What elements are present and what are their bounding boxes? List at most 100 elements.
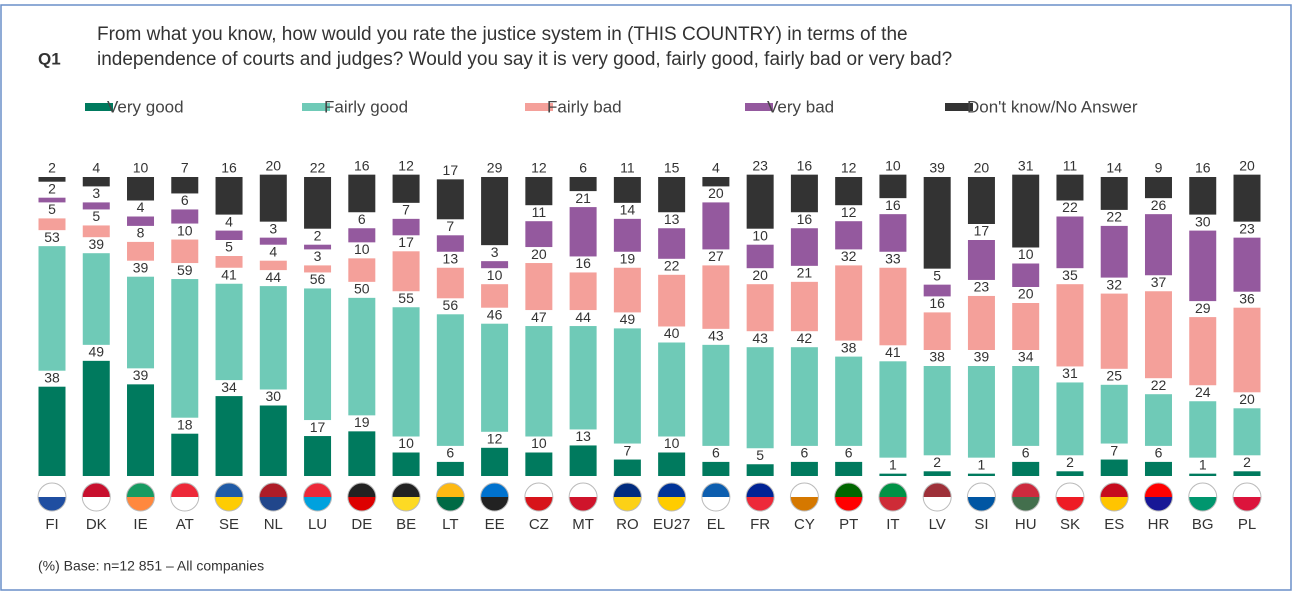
bar-segment	[1100, 225, 1128, 278]
flag-outline	[391, 482, 421, 512]
value-label: 16	[354, 157, 370, 173]
flag-top	[436, 483, 465, 497]
bar-segment	[1100, 177, 1128, 210]
value-label: 56	[443, 297, 459, 313]
flag-bottom	[480, 497, 509, 511]
flag-top	[1144, 483, 1173, 497]
bar-segment	[525, 263, 553, 311]
x-tick-label: SK	[1060, 516, 1080, 533]
bar-segment	[1144, 177, 1172, 199]
bar-segment	[215, 256, 243, 268]
flag-bottom	[878, 497, 907, 511]
bar-segment	[259, 237, 287, 245]
flag-outline	[37, 482, 67, 512]
value-label: 26	[1151, 197, 1167, 213]
value-label: 10	[1018, 246, 1034, 262]
value-label: 22	[1062, 199, 1078, 215]
bar-segment	[171, 239, 199, 264]
value-label: 3	[491, 244, 499, 260]
value-label: 47	[531, 309, 547, 325]
bar-segment	[967, 295, 995, 350]
value-label: 23	[974, 279, 990, 295]
bar-segment	[259, 286, 287, 390]
flag-top	[347, 483, 376, 497]
legend-swatch	[85, 103, 113, 111]
value-label: 12	[398, 157, 414, 173]
bar-segment	[569, 445, 597, 476]
x-tick-label: SI	[974, 516, 988, 533]
flag-outline	[657, 482, 687, 512]
bar-segment	[82, 202, 110, 210]
bar-segment	[746, 347, 774, 449]
bar-segment	[481, 447, 509, 476]
value-label: 20	[1239, 157, 1255, 173]
bar-segment	[348, 258, 376, 282]
value-label: 9	[1155, 160, 1163, 176]
value-label: 55	[398, 290, 414, 306]
bar-segment	[304, 265, 332, 273]
bar-segment	[1233, 174, 1261, 222]
x-tick-label: DE	[351, 516, 372, 533]
x-tick-label: EU27	[653, 516, 691, 533]
bar-segment	[481, 261, 509, 269]
bar-segment	[82, 225, 110, 238]
flag-bottom	[1144, 497, 1173, 511]
x-tick-label: FR	[750, 516, 770, 533]
value-label: 23	[1239, 220, 1255, 236]
bar-segment	[82, 360, 110, 476]
x-tick-label: CY	[794, 516, 815, 533]
value-label: 22	[1106, 209, 1122, 225]
value-label: 6	[181, 192, 189, 208]
value-label: 6	[579, 160, 587, 176]
value-label: 2	[1243, 454, 1251, 470]
bar-segment	[525, 221, 553, 248]
value-label: 22	[664, 258, 680, 274]
bar-segment	[127, 276, 155, 369]
x-tick-label: IT	[886, 516, 899, 533]
value-label: 10	[664, 435, 680, 451]
bar-segment	[1189, 317, 1217, 386]
flag-outline	[480, 482, 510, 512]
value-label: 44	[266, 269, 282, 285]
value-label: 17	[443, 162, 459, 178]
flag-outline	[966, 482, 996, 512]
value-label: 40	[664, 325, 680, 341]
legend-label: Don't know/No Answer	[967, 97, 1138, 116]
value-label: 20	[708, 185, 724, 201]
bar-segment	[1189, 230, 1217, 302]
value-label: 16	[797, 157, 813, 173]
bar-segment	[658, 177, 686, 213]
value-label: 16	[575, 255, 591, 271]
bar-segment	[702, 202, 730, 250]
bar-segment	[392, 174, 420, 203]
value-label: 16	[929, 295, 945, 311]
value-label: 12	[841, 204, 857, 220]
bar-segment	[790, 174, 818, 213]
flag-bottom	[215, 497, 244, 511]
flag-bottom	[38, 497, 66, 511]
bar-segment	[569, 326, 597, 430]
bar-segment	[304, 436, 332, 476]
x-tick-label: BE	[396, 516, 416, 533]
value-label: 1	[978, 456, 986, 472]
value-label: 46	[487, 306, 503, 322]
flag-bottom	[569, 497, 598, 511]
bar-segment	[879, 473, 907, 476]
bar-segment	[38, 197, 66, 203]
bar-segment	[1012, 461, 1040, 476]
bar-segment	[348, 431, 376, 476]
legend-swatch	[302, 103, 330, 111]
flag-top	[392, 483, 421, 497]
legend-swatch	[945, 103, 973, 111]
flag-bottom	[303, 497, 332, 511]
value-label: 12	[531, 160, 547, 176]
flag-bottom	[1188, 497, 1217, 511]
flag-bottom	[524, 497, 553, 511]
flag-top	[1233, 483, 1261, 497]
value-label: 4	[269, 243, 277, 259]
bar-segment	[879, 174, 907, 199]
value-label: 4	[92, 160, 100, 176]
bar-segment	[1144, 214, 1172, 276]
bar-segment	[215, 283, 243, 381]
